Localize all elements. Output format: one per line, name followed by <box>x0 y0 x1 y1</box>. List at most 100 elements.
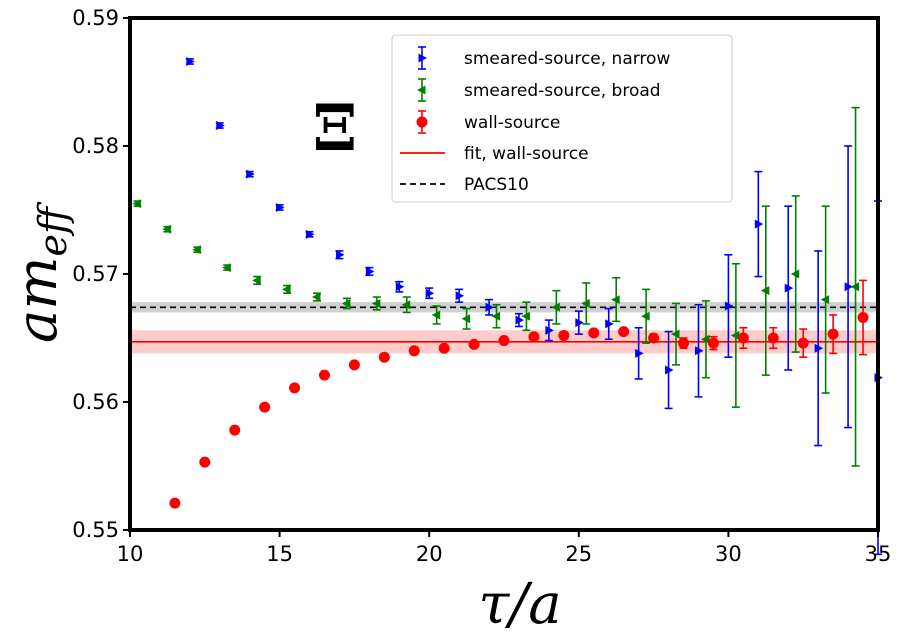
wall-point-21 <box>797 328 809 359</box>
x-tick-label-2: 20 <box>416 542 443 566</box>
wall-marker-14-shape <box>588 327 600 339</box>
wall-marker-22 <box>827 328 839 340</box>
x-axis-label: τ/a <box>478 572 561 635</box>
wall-marker-7 <box>378 351 390 363</box>
narrow-point-19 <box>754 170 764 278</box>
broad-marker-15-shape <box>581 298 590 308</box>
narrow-marker-19-shape <box>754 219 764 229</box>
narrow-marker-11-shape <box>515 315 524 325</box>
narrow-point-2 <box>245 169 255 179</box>
narrow-point-9 <box>455 288 465 303</box>
narrow-marker-20 <box>784 283 794 293</box>
broad-marker-15 <box>581 298 590 308</box>
broad-marker-11 <box>461 314 471 324</box>
narrow-marker-17 <box>694 346 704 356</box>
narrow-marker-17-shape <box>694 346 704 356</box>
narrow-marker-6 <box>365 266 375 276</box>
wall-point-19 <box>737 326 749 350</box>
narrow-marker-18 <box>724 301 734 311</box>
broad-marker-3 <box>222 263 231 273</box>
broad-marker-18-shape <box>671 329 680 339</box>
narrow-point-7 <box>395 280 405 293</box>
broad-marker-7 <box>341 298 351 308</box>
narrow-marker-7-shape <box>395 282 405 292</box>
wall-marker-18-shape <box>707 337 719 349</box>
narrow-point-22 <box>844 145 854 429</box>
broad-point-4 <box>252 275 262 286</box>
broad-point-12 <box>491 303 501 329</box>
broad-point-13 <box>521 301 531 332</box>
wall-marker-23-shape <box>857 312 869 324</box>
broad-point-7 <box>341 297 351 310</box>
y-axis-label-sub: eff <box>31 201 75 256</box>
narrow-marker-1-shape <box>216 121 225 131</box>
broad-point-19 <box>700 300 710 379</box>
wall-point-23 <box>857 279 869 356</box>
broad-point-11 <box>461 307 471 330</box>
legend: smeared-source, narrow smeared-source, b… <box>391 34 733 203</box>
wall-marker-8 <box>408 345 420 357</box>
narrow-marker-1 <box>216 121 225 131</box>
broad-marker-5-shape <box>282 284 291 294</box>
wall-marker-6-shape <box>348 359 360 371</box>
wall-marker-10 <box>468 338 480 350</box>
narrow-marker-14 <box>605 319 614 329</box>
legend-marker-narrow-shape <box>418 53 427 63</box>
broad-point-20 <box>730 262 740 408</box>
broad-marker-0-shape <box>132 199 141 209</box>
wall-marker-14 <box>588 327 600 339</box>
broad-marker-20 <box>730 330 740 340</box>
broad-point-8 <box>371 296 381 311</box>
wall-marker-13-shape <box>558 329 570 341</box>
narrow-point-12 <box>544 319 554 342</box>
legend-marker-wall-shape <box>416 116 428 128</box>
legend-frame <box>391 34 733 203</box>
broad-marker-11-shape <box>461 314 471 324</box>
narrow-marker-4 <box>306 229 315 239</box>
narrow-point-17 <box>694 303 704 398</box>
wall-point-1 <box>199 456 211 468</box>
narrow-marker-13 <box>575 318 584 328</box>
wall-marker-13 <box>558 329 570 341</box>
wall-point-13 <box>558 329 570 341</box>
broad-point-3 <box>222 263 232 273</box>
wall-marker-6 <box>348 359 360 371</box>
wall-marker-10-shape <box>468 338 480 350</box>
narrow-marker-8-shape <box>425 288 435 298</box>
broad-marker-8-shape <box>371 298 381 308</box>
x-tick-label-1: 15 <box>266 542 293 566</box>
narrow-marker-4-shape <box>306 229 315 239</box>
wall-marker-21-shape <box>797 337 809 349</box>
legend-marker-wall <box>416 116 428 128</box>
narrow-point-20 <box>784 205 794 371</box>
broad-marker-4-shape <box>252 275 261 285</box>
narrow-marker-16 <box>665 365 674 375</box>
broad-point-18 <box>671 302 681 366</box>
broad-marker-3-shape <box>222 263 231 273</box>
narrow-point-5 <box>335 250 345 260</box>
broad-marker-19-shape <box>700 334 710 344</box>
narrow-marker-0-shape <box>186 57 195 67</box>
broad-marker-9-shape <box>401 300 411 310</box>
wall-point-17 <box>678 337 690 350</box>
y-tick-label-1: 0.56 <box>72 390 119 414</box>
broad-point-10 <box>431 305 441 325</box>
broad-point-16 <box>611 277 621 323</box>
narrow-marker-16-shape <box>665 365 674 375</box>
wall-marker-5 <box>318 369 330 381</box>
broad-point-21 <box>760 205 770 376</box>
legend-entry-narrow <box>418 46 427 70</box>
narrow-marker-2-shape <box>246 169 255 179</box>
broad-marker-16-shape <box>611 295 620 305</box>
series-wall <box>169 279 869 509</box>
broad-marker-10 <box>431 310 441 320</box>
broad-marker-14 <box>551 302 560 312</box>
y-tick-label-2: 0.57 <box>72 262 119 286</box>
narrow-point-6 <box>365 266 375 277</box>
narrow-marker-3 <box>276 202 285 212</box>
broad-marker-23-shape <box>820 295 830 305</box>
y-tick-label-4: 0.59 <box>72 6 119 30</box>
broad-marker-17-shape <box>641 311 650 321</box>
wall-point-4 <box>289 382 301 394</box>
